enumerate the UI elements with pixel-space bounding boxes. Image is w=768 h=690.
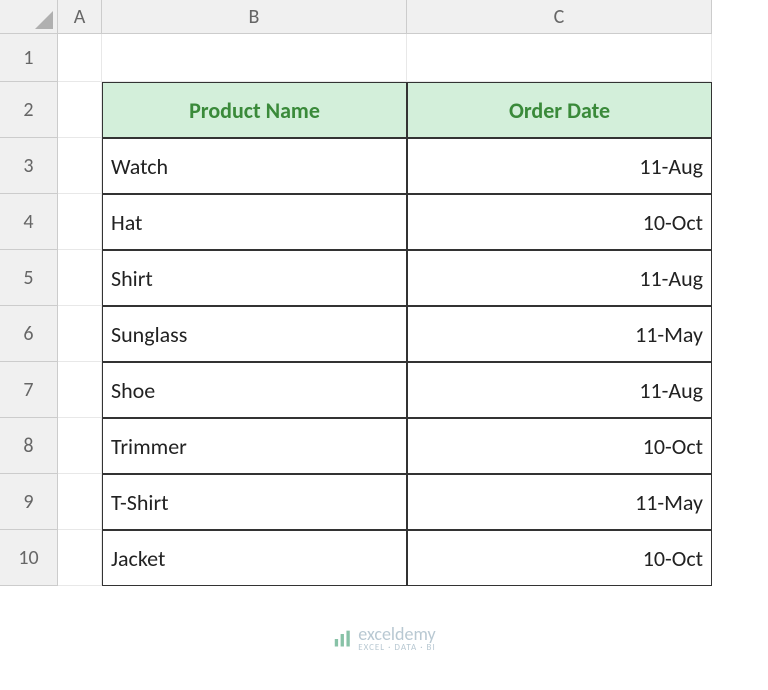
cell-a10[interactable] [58, 530, 102, 586]
cell-product-2[interactable]: Shirt [102, 250, 407, 306]
cell-a8[interactable] [58, 418, 102, 474]
col-header-b[interactable]: B [102, 0, 407, 34]
cell-date-7[interactable]: 10-Oct [407, 530, 712, 586]
cell-date-1[interactable]: 10-Oct [407, 194, 712, 250]
row-header-2[interactable]: 2 [0, 82, 58, 138]
cell-a2[interactable] [58, 82, 102, 138]
chart-icon [332, 629, 352, 649]
row-header-3[interactable]: 3 [0, 138, 58, 194]
cell-product-7[interactable]: Jacket [102, 530, 407, 586]
col-header-a[interactable]: A [58, 0, 102, 34]
cell-date-2[interactable]: 11-Aug [407, 250, 712, 306]
cell-product-5[interactable]: Trimmer [102, 418, 407, 474]
row-header-10[interactable]: 10 [0, 530, 58, 586]
select-all-corner[interactable] [0, 0, 58, 34]
cell-product-6[interactable]: T-Shirt [102, 474, 407, 530]
cell-product-3[interactable]: Sunglass [102, 306, 407, 362]
cell-a3[interactable] [58, 138, 102, 194]
cell-product-0[interactable]: Watch [102, 138, 407, 194]
row-header-5[interactable]: 5 [0, 250, 58, 306]
row-header-9[interactable]: 9 [0, 474, 58, 530]
cell-a7[interactable] [58, 362, 102, 418]
watermark-text: exceldemy EXCEL · DATA · BI [358, 625, 435, 652]
row-header-4[interactable]: 4 [0, 194, 58, 250]
cell-a5[interactable] [58, 250, 102, 306]
header-date[interactable]: Order Date [407, 82, 712, 138]
cell-date-5[interactable]: 10-Oct [407, 418, 712, 474]
cell-date-4[interactable]: 11-Aug [407, 362, 712, 418]
cell-date-3[interactable]: 11-May [407, 306, 712, 362]
cell-a6[interactable] [58, 306, 102, 362]
cell-date-6[interactable]: 11-May [407, 474, 712, 530]
row-header-7[interactable]: 7 [0, 362, 58, 418]
watermark-tag: EXCEL · DATA · BI [358, 643, 435, 652]
cell-date-0[interactable]: 11-Aug [407, 138, 712, 194]
row-header-8[interactable]: 8 [0, 418, 58, 474]
cell-product-4[interactable]: Shoe [102, 362, 407, 418]
cell-product-1[interactable]: Hat [102, 194, 407, 250]
cell-b1[interactable] [102, 34, 407, 82]
row-header-1[interactable]: 1 [0, 34, 58, 82]
watermark-brand: exceldemy [358, 625, 435, 643]
spreadsheet-grid: A B C 1 2 Product Name Order Date 3 Watc… [0, 0, 768, 586]
cell-a4[interactable] [58, 194, 102, 250]
row-header-6[interactable]: 6 [0, 306, 58, 362]
watermark: exceldemy EXCEL · DATA · BI [332, 625, 435, 652]
cell-a1[interactable] [58, 34, 102, 82]
header-product[interactable]: Product Name [102, 82, 407, 138]
cell-c1[interactable] [407, 34, 712, 82]
cell-a9[interactable] [58, 474, 102, 530]
col-header-c[interactable]: C [407, 0, 712, 34]
